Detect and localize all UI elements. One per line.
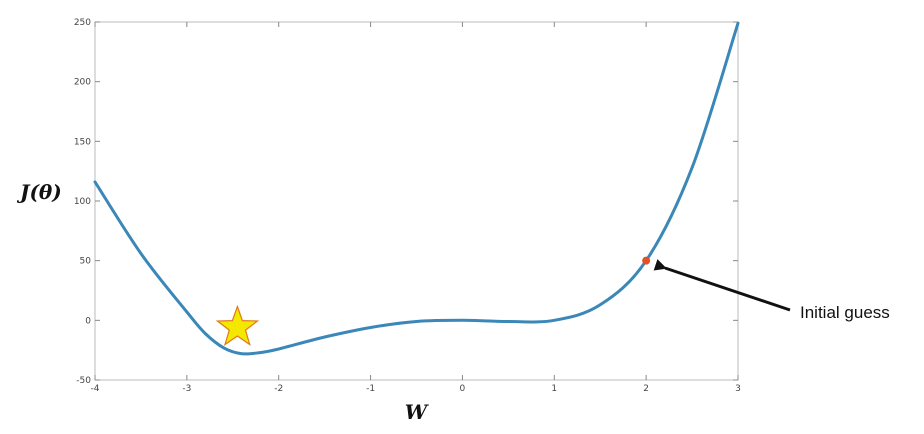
y-tick-label: 150 bbox=[74, 137, 91, 147]
x-tick-label: 1 bbox=[551, 384, 557, 394]
x-tick-label: -1 bbox=[366, 384, 375, 394]
x-tick-label: 0 bbox=[460, 384, 466, 394]
x-tick-label: 2 bbox=[643, 384, 649, 394]
x-tick-label: -4 bbox=[91, 384, 100, 394]
x-axis-label: W bbox=[405, 400, 430, 424]
x-axis-ticks: -4 -3 -2 -1 0 1 2 3 bbox=[91, 22, 741, 394]
plot-area bbox=[94, 21, 739, 381]
y-axis-label: J(θ) bbox=[16, 180, 62, 204]
cost-curve-line bbox=[93, 21, 740, 356]
y-axis-ticks: -50 0 50 100 150 200 250 bbox=[74, 18, 738, 386]
x-tick-label: -2 bbox=[274, 384, 283, 394]
y-tick-label: 50 bbox=[80, 257, 92, 267]
annotation-arrow bbox=[653, 259, 791, 312]
y-tick-label: 200 bbox=[74, 78, 91, 88]
y-tick-label: -50 bbox=[76, 376, 91, 386]
y-tick-label: 0 bbox=[85, 316, 91, 326]
x-tick-label: 3 bbox=[735, 384, 741, 394]
initial-guess-point bbox=[642, 256, 651, 265]
annotation-label: Initial guess bbox=[800, 303, 890, 322]
x-tick-label: -3 bbox=[182, 384, 191, 394]
y-tick-label: 100 bbox=[74, 197, 91, 207]
minimum-star-marker bbox=[215, 304, 260, 346]
y-tick-label: 250 bbox=[74, 18, 91, 28]
